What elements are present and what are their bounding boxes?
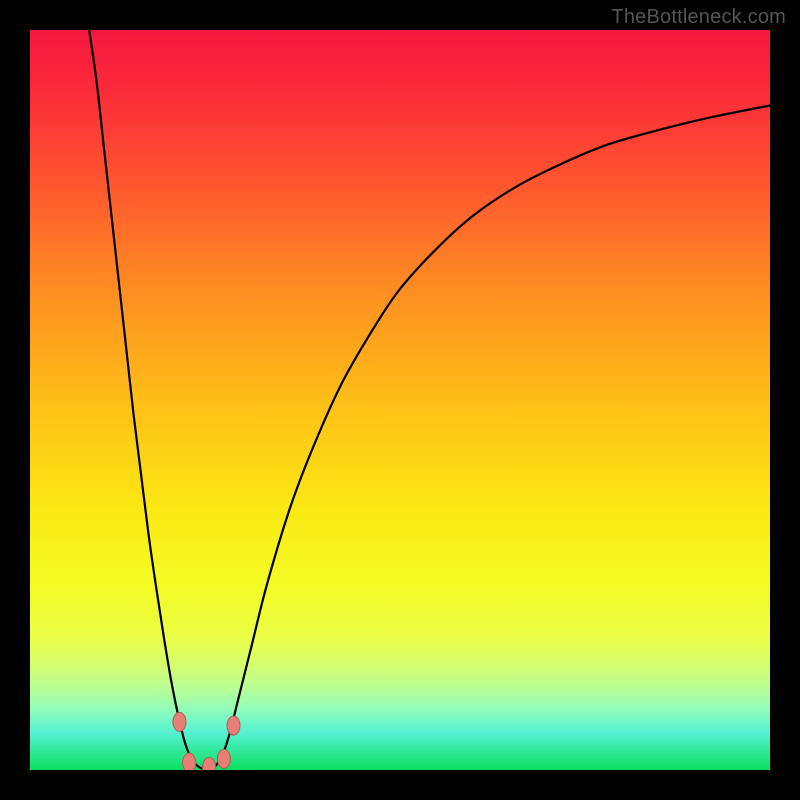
- plot-area: [30, 30, 770, 770]
- watermark-text: TheBottleneck.com: [611, 6, 786, 29]
- gradient-background: [30, 30, 770, 770]
- chart-frame: TheBottleneck.com: [0, 0, 800, 800]
- highlight-marker: [217, 749, 230, 768]
- bottleneck-chart-svg: [30, 30, 770, 770]
- highlight-marker: [173, 712, 186, 731]
- highlight-marker: [227, 716, 240, 735]
- highlight-marker: [183, 753, 196, 770]
